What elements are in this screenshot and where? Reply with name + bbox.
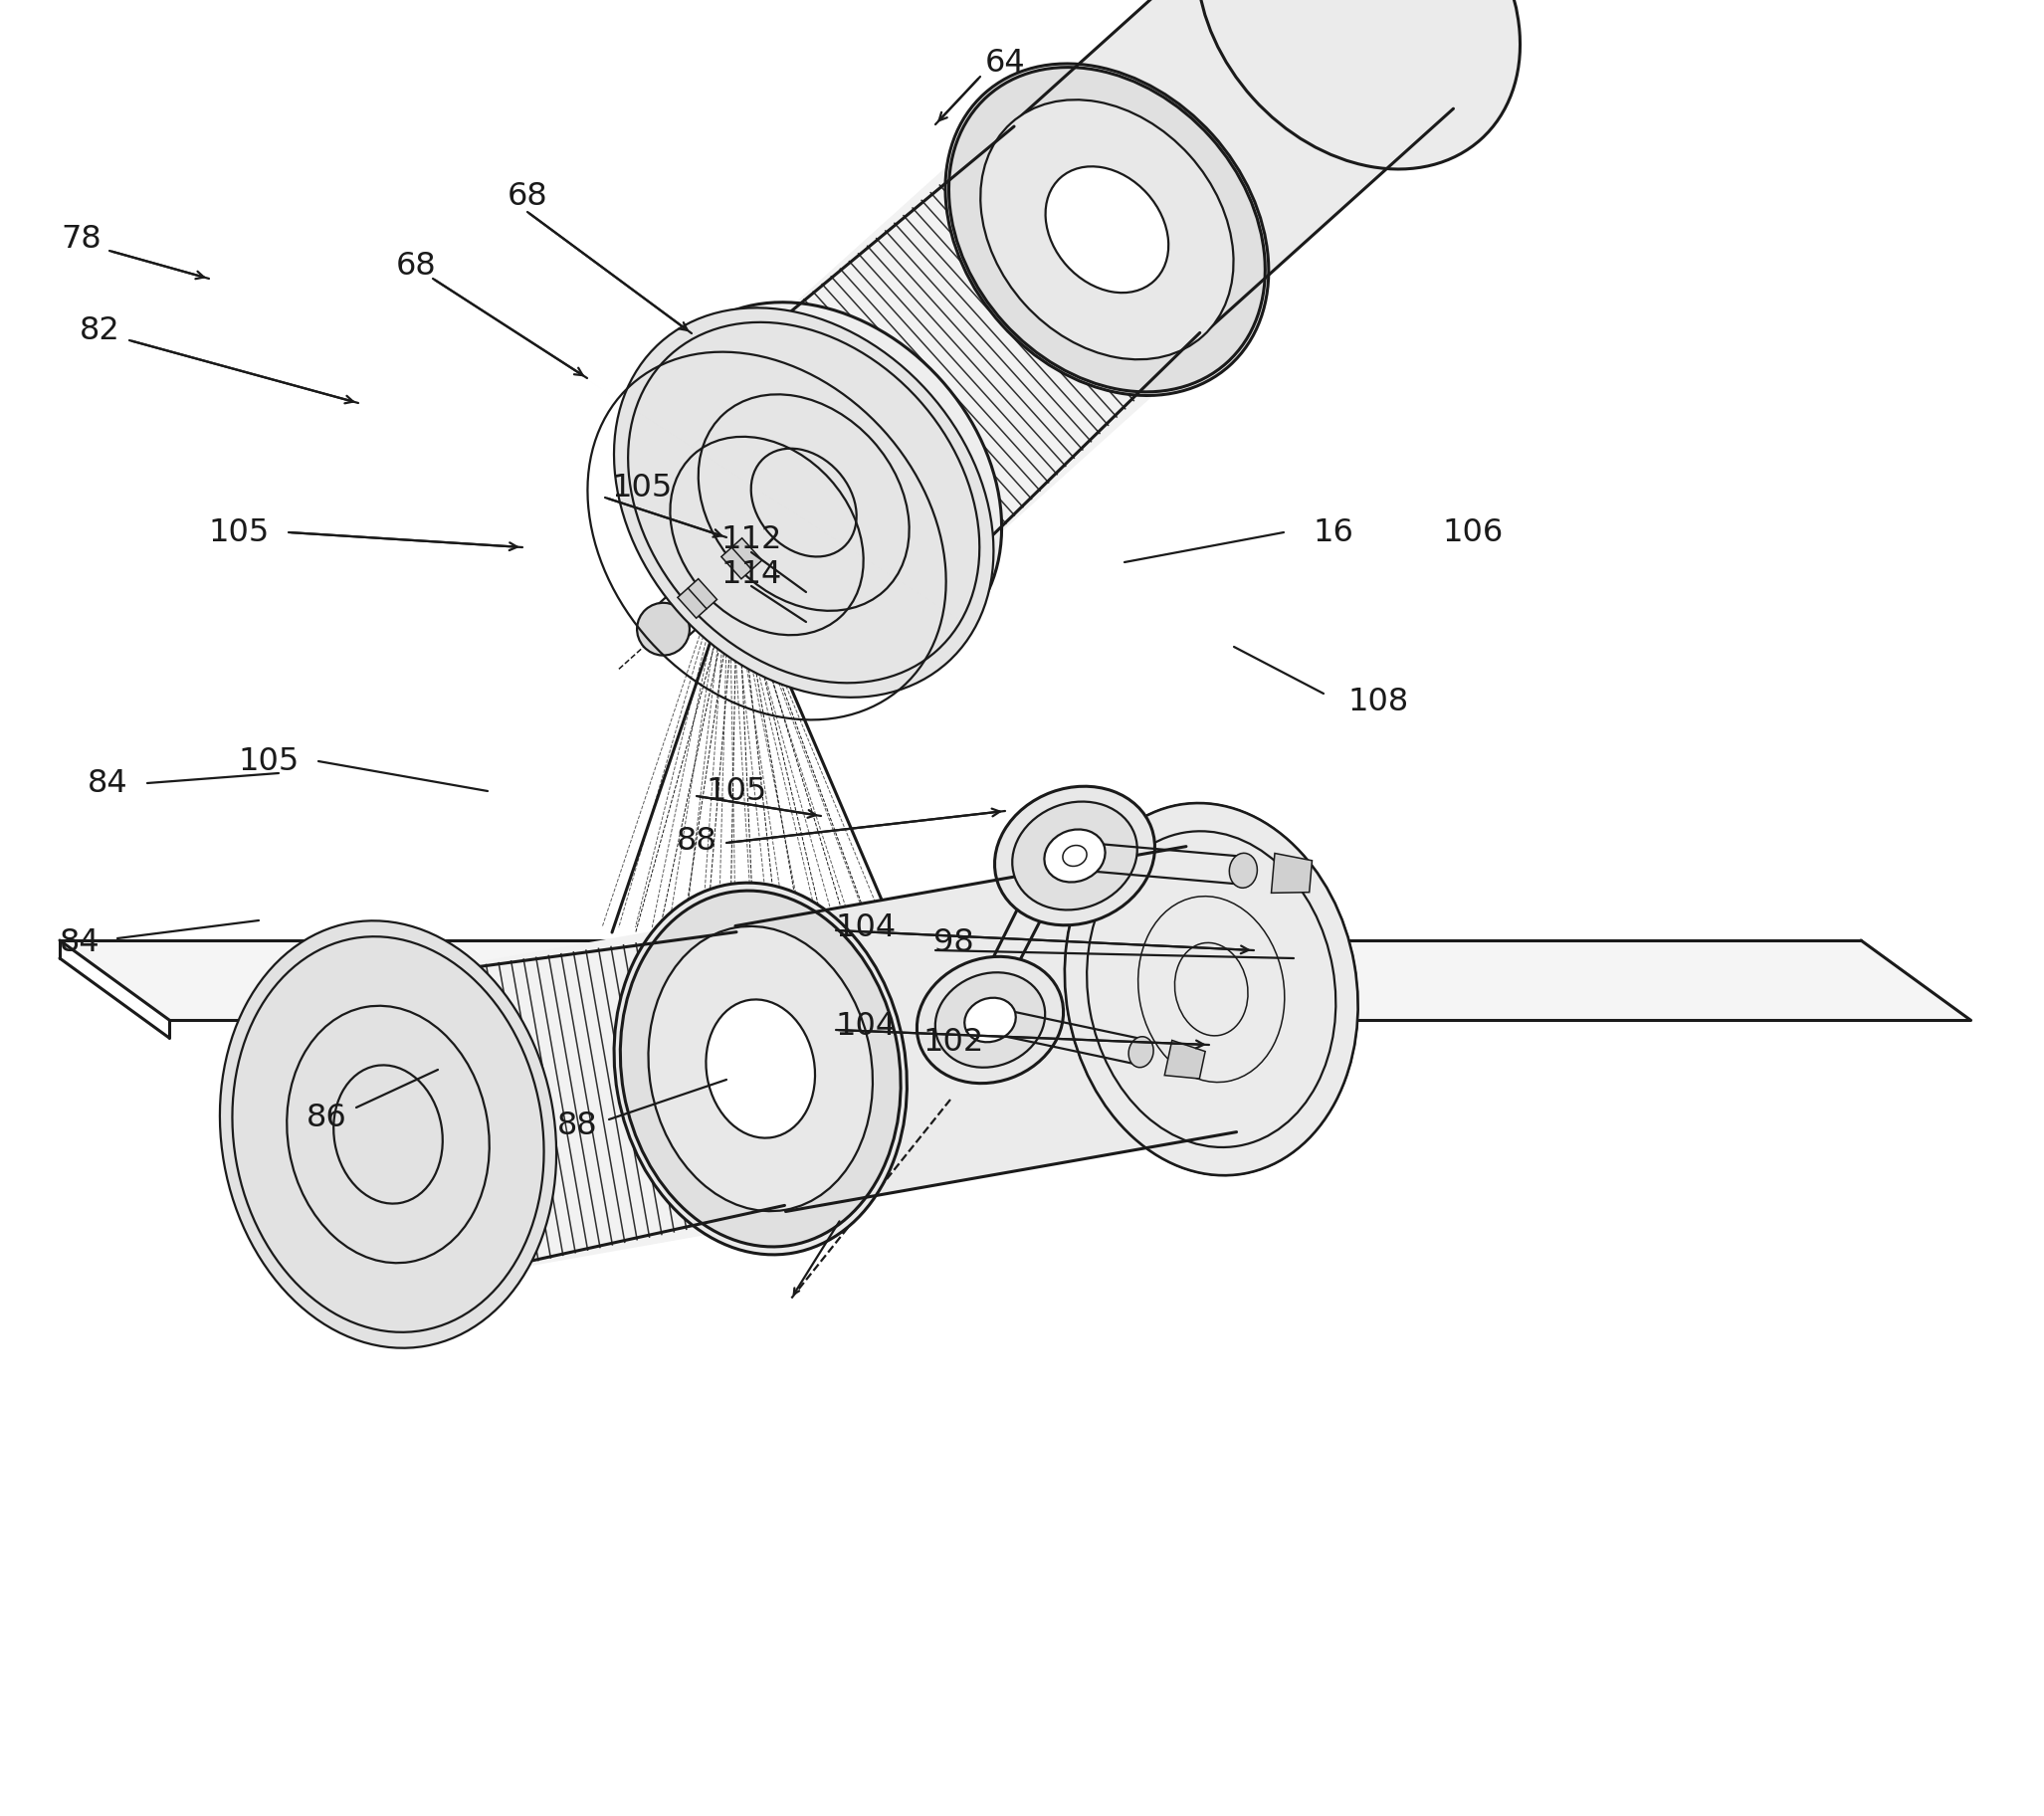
Ellipse shape (965, 997, 1016, 1042)
Ellipse shape (648, 926, 873, 1211)
Ellipse shape (1044, 167, 1169, 292)
Ellipse shape (233, 937, 544, 1333)
Ellipse shape (221, 921, 556, 1347)
Ellipse shape (1228, 854, 1257, 888)
Polygon shape (1271, 854, 1312, 893)
Text: 106: 106 (1443, 518, 1502, 548)
Text: 64: 64 (985, 47, 1026, 78)
Text: 84: 84 (88, 768, 127, 799)
Text: 68: 68 (507, 180, 548, 211)
Text: 105: 105 (611, 472, 672, 503)
Ellipse shape (619, 890, 901, 1248)
Ellipse shape (918, 957, 1063, 1084)
Text: 105: 105 (239, 746, 298, 777)
Text: 98: 98 (932, 926, 973, 957)
Ellipse shape (981, 100, 1233, 360)
Polygon shape (679, 579, 717, 617)
Ellipse shape (948, 67, 1265, 392)
Ellipse shape (613, 883, 908, 1255)
Text: 114: 114 (722, 559, 781, 590)
Polygon shape (362, 917, 787, 1286)
Ellipse shape (1044, 830, 1106, 883)
Ellipse shape (650, 301, 1002, 663)
Ellipse shape (638, 603, 689, 656)
Text: 78: 78 (61, 223, 102, 254)
Ellipse shape (233, 937, 544, 1333)
Text: 16: 16 (1312, 518, 1353, 548)
Text: 86: 86 (307, 1102, 347, 1133)
Polygon shape (1165, 1041, 1206, 1079)
Ellipse shape (1063, 844, 1087, 866)
Text: 112: 112 (722, 523, 783, 554)
Text: 84: 84 (59, 926, 100, 957)
Text: 108: 108 (1347, 686, 1408, 717)
Text: 104: 104 (836, 1012, 895, 1042)
Text: 105: 105 (208, 518, 270, 548)
Text: 68: 68 (397, 251, 435, 281)
Text: 105: 105 (705, 775, 766, 806)
Text: 88: 88 (556, 1111, 597, 1142)
Ellipse shape (658, 939, 863, 1199)
Ellipse shape (613, 307, 993, 697)
Polygon shape (59, 941, 1970, 1021)
Ellipse shape (1065, 803, 1357, 1175)
Text: 82: 82 (80, 314, 121, 345)
Ellipse shape (705, 999, 816, 1139)
Ellipse shape (993, 113, 1220, 345)
Ellipse shape (628, 321, 979, 683)
Ellipse shape (1198, 0, 1521, 169)
Polygon shape (736, 846, 1237, 1211)
Ellipse shape (1065, 803, 1357, 1175)
Polygon shape (724, 114, 1210, 597)
Polygon shape (722, 538, 762, 579)
Polygon shape (1012, 0, 1453, 334)
Ellipse shape (995, 786, 1155, 924)
Ellipse shape (944, 64, 1269, 396)
Ellipse shape (936, 972, 1044, 1068)
Text: 104: 104 (836, 912, 895, 943)
Text: 88: 88 (677, 826, 717, 857)
Text: 102: 102 (922, 1026, 983, 1057)
Ellipse shape (1012, 801, 1136, 910)
Ellipse shape (1128, 1037, 1153, 1068)
